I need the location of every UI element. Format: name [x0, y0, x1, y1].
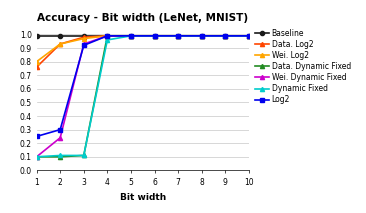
- Dynamic Fixed: [223, 35, 228, 37]
- Wei. Dynamic Fixed: [247, 35, 251, 37]
- Data. Dynamic Fixed: [58, 155, 62, 158]
- Data. Log2: [223, 35, 228, 37]
- Wei. Log2: [152, 35, 157, 37]
- Dynamic Fixed: [247, 35, 251, 37]
- Log2: [223, 35, 228, 37]
- Data. Log2: [34, 66, 39, 68]
- Data. Dynamic Fixed: [82, 154, 86, 157]
- Wei. Dynamic Fixed: [105, 35, 109, 37]
- Data. Log2: [82, 36, 86, 39]
- Data. Dynamic Fixed: [176, 35, 180, 37]
- Dynamic Fixed: [82, 154, 86, 157]
- Data. Log2: [247, 35, 251, 37]
- Dynamic Fixed: [199, 35, 204, 37]
- Wei. Dynamic Fixed: [223, 35, 228, 37]
- Dynamic Fixed: [105, 39, 109, 41]
- Wei. Dynamic Fixed: [199, 35, 204, 37]
- Wei. Log2: [176, 35, 180, 37]
- Baseline: [176, 35, 180, 37]
- Log2: [105, 35, 109, 37]
- Data. Dynamic Fixed: [105, 35, 109, 37]
- Line: Log2: Log2: [34, 34, 251, 138]
- Baseline: [199, 35, 204, 37]
- Line: Wei. Log2: Wei. Log2: [34, 34, 251, 64]
- Wei. Dynamic Fixed: [176, 35, 180, 37]
- Baseline: [105, 35, 109, 37]
- Baseline: [247, 35, 251, 37]
- Baseline: [58, 35, 62, 37]
- Wei. Log2: [129, 35, 133, 37]
- Wei. Dynamic Fixed: [152, 35, 157, 37]
- Log2: [247, 35, 251, 37]
- Wei. Log2: [247, 35, 251, 37]
- Data. Dynamic Fixed: [34, 155, 39, 158]
- Data. Log2: [176, 35, 180, 37]
- Dynamic Fixed: [129, 35, 133, 37]
- Legend: Baseline, Data. Log2, Wei. Log2, Data. Dynamic Fixed, Wei. Dynamic Fixed, Dynami: Baseline, Data. Log2, Wei. Log2, Data. D…: [255, 29, 351, 105]
- Wei. Dynamic Fixed: [34, 155, 39, 158]
- Data. Dynamic Fixed: [129, 35, 133, 37]
- Log2: [58, 128, 62, 131]
- X-axis label: Bit width: Bit width: [120, 193, 166, 201]
- Dynamic Fixed: [58, 154, 62, 157]
- Log2: [34, 135, 39, 138]
- Baseline: [223, 35, 228, 37]
- Wei. Log2: [34, 60, 39, 63]
- Line: Data. Dynamic Fixed: Data. Dynamic Fixed: [34, 34, 251, 159]
- Data. Dynamic Fixed: [199, 35, 204, 37]
- Wei. Dynamic Fixed: [82, 43, 86, 45]
- Baseline: [34, 35, 39, 37]
- Log2: [176, 35, 180, 37]
- Line: Dynamic Fixed: Dynamic Fixed: [34, 34, 251, 159]
- Data. Dynamic Fixed: [152, 35, 157, 37]
- Line: Data. Log2: Data. Log2: [34, 34, 251, 69]
- Wei. Dynamic Fixed: [129, 35, 133, 37]
- Wei. Log2: [199, 35, 204, 37]
- Data. Log2: [58, 43, 62, 45]
- Baseline: [129, 35, 133, 37]
- Line: Wei. Dynamic Fixed: Wei. Dynamic Fixed: [34, 34, 251, 159]
- Line: Baseline: Baseline: [34, 34, 251, 38]
- Baseline: [82, 35, 86, 37]
- Data. Log2: [152, 35, 157, 37]
- Data. Log2: [105, 35, 109, 37]
- Wei. Log2: [58, 43, 62, 45]
- Dynamic Fixed: [34, 155, 39, 158]
- Log2: [129, 35, 133, 37]
- Log2: [199, 35, 204, 37]
- Data. Dynamic Fixed: [223, 35, 228, 37]
- Dynamic Fixed: [176, 35, 180, 37]
- Dynamic Fixed: [152, 35, 157, 37]
- Wei. Log2: [105, 35, 109, 37]
- Baseline: [152, 35, 157, 37]
- Log2: [82, 44, 86, 47]
- Wei. Log2: [82, 37, 86, 40]
- Title: Accuracy - Bit width (LeNet, MNIST): Accuracy - Bit width (LeNet, MNIST): [37, 13, 248, 23]
- Data. Log2: [129, 35, 133, 37]
- Data. Log2: [199, 35, 204, 37]
- Wei. Log2: [223, 35, 228, 37]
- Data. Dynamic Fixed: [247, 35, 251, 37]
- Wei. Dynamic Fixed: [58, 137, 62, 139]
- Log2: [152, 35, 157, 37]
